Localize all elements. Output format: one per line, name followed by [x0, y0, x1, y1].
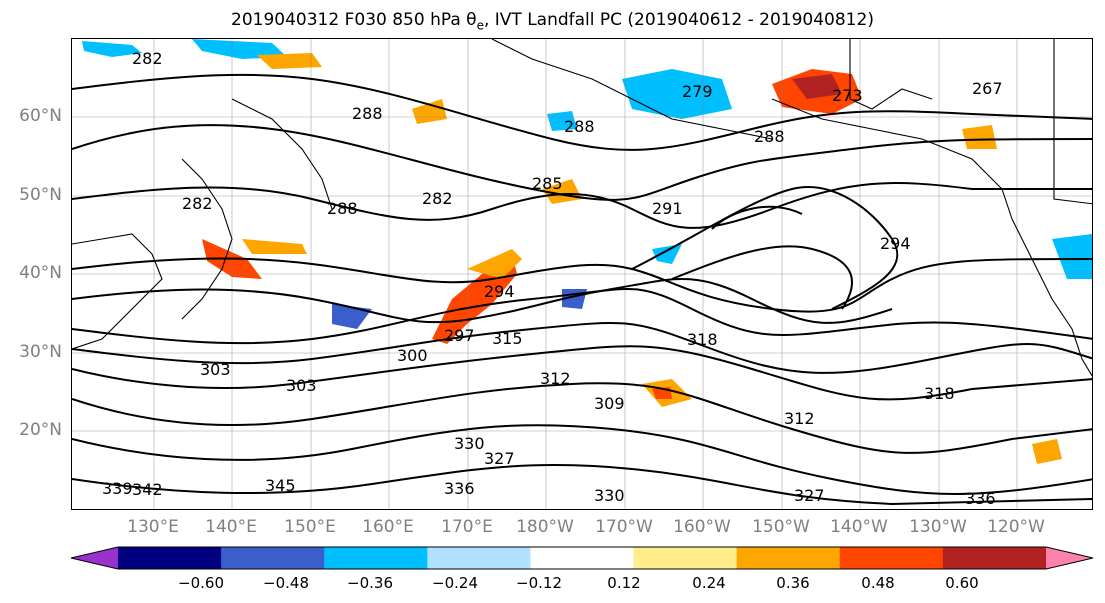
lon-label: 150°E — [284, 517, 336, 537]
contours — [72, 73, 1092, 506]
lon-label: 180°W — [516, 517, 574, 537]
colorbar-tick: −0.36 — [347, 574, 393, 592]
lon-label: 170°E — [441, 517, 493, 537]
lat-label: 20°N — [19, 420, 62, 440]
lon-label: 170°W — [595, 517, 653, 537]
colorbar-segment — [530, 547, 635, 569]
contour-label: 330 — [454, 434, 485, 453]
contour-label: 303 — [200, 360, 231, 379]
contour-label: 327 — [794, 486, 825, 505]
contour-label: 303 — [286, 376, 317, 395]
lon-label: 140°E — [205, 517, 257, 537]
contour-label: 339 — [102, 479, 133, 498]
graticule — [72, 39, 1092, 509]
lon-label: 130°E — [127, 517, 179, 537]
colorbar-segment — [839, 547, 944, 569]
contour-label: 336 — [965, 489, 996, 508]
lon-label: 160°W — [673, 517, 731, 537]
contour-label: 318 — [687, 330, 718, 349]
lat-label: 40°N — [19, 263, 62, 283]
lat-label: 30°N — [19, 342, 62, 362]
contour-label: 315 — [492, 329, 523, 348]
colorbar-tick: −0.60 — [178, 574, 224, 592]
colorbar-tick: −0.24 — [432, 574, 478, 592]
map-title: 2019040312 F030 850 hPa θe, IVT Landfall… — [231, 10, 874, 33]
lon-label: 140°W — [830, 517, 888, 537]
map-canvas: 282 282 288 288 279 273 267 288 288 285 … — [72, 39, 1092, 509]
contour-label: 297 — [444, 326, 475, 345]
contour-labels: 282 282 288 288 279 273 267 288 288 285 … — [102, 49, 1003, 508]
colorbar-segment — [71, 547, 118, 569]
map-panel: 282 282 288 288 279 273 267 288 288 285 … — [71, 38, 1093, 510]
lat-label: 50°N — [19, 185, 62, 205]
colorbar-segment — [633, 547, 738, 569]
contour-label: 288 — [754, 127, 785, 146]
shading-layer — [82, 39, 1092, 464]
contour-label: 279 — [682, 82, 713, 101]
contour-label: 291 — [652, 199, 683, 218]
contour-label: 327 — [484, 449, 515, 468]
contour-label: 282 — [422, 189, 453, 208]
colorbar-tick: 0.36 — [776, 574, 810, 592]
contour-label: 318 — [924, 384, 955, 403]
contour-label: 288 — [352, 104, 383, 123]
colorbar-tick: −0.48 — [263, 574, 309, 592]
lon-label: 130°W — [909, 517, 967, 537]
contour-label: 285 — [532, 174, 563, 193]
colorbar-segment — [221, 547, 325, 569]
lon-label: 160°E — [362, 517, 414, 537]
contour-label: 300 — [397, 346, 428, 365]
contour-label: 267 — [972, 79, 1003, 98]
coastlines — [72, 39, 1092, 377]
contour-label: 342 — [132, 480, 163, 499]
lon-label: 150°W — [752, 517, 810, 537]
contour-label: 330 — [594, 486, 625, 505]
contour-label: 282 — [182, 194, 213, 213]
contour-label: 288 — [327, 199, 358, 218]
contour-label: 312 — [784, 409, 815, 428]
colorbar-segments — [70, 546, 1094, 570]
colorbar-segment — [427, 547, 531, 569]
colorbar-outline — [70, 546, 1094, 570]
colorbar-tick: 0.48 — [861, 574, 895, 592]
colorbar-segment — [736, 547, 841, 569]
contour-label: 294 — [880, 234, 911, 253]
contour-label: 336 — [444, 479, 475, 498]
colorbar-tick: 0.12 — [607, 574, 641, 592]
colorbar-segment — [942, 547, 1047, 569]
colorbar-segment — [118, 547, 222, 569]
lon-label: 120°W — [987, 517, 1045, 537]
contour-label: 288 — [564, 117, 595, 136]
contour-label: 282 — [132, 49, 163, 68]
contour-label: 273 — [832, 86, 863, 105]
contour-label: 309 — [594, 394, 625, 413]
colorbar-tick: 0.60 — [945, 574, 979, 592]
contour-label: 294 — [484, 282, 515, 301]
colorbar — [70, 546, 1094, 570]
colorbar-segment — [1046, 547, 1093, 569]
lat-label: 60°N — [19, 106, 62, 126]
contour-label: 345 — [265, 476, 296, 495]
colorbar-tick: 0.24 — [692, 574, 726, 592]
colorbar-tick: −0.12 — [516, 574, 562, 592]
contour-label: 312 — [540, 369, 571, 388]
colorbar-segment — [324, 547, 428, 569]
